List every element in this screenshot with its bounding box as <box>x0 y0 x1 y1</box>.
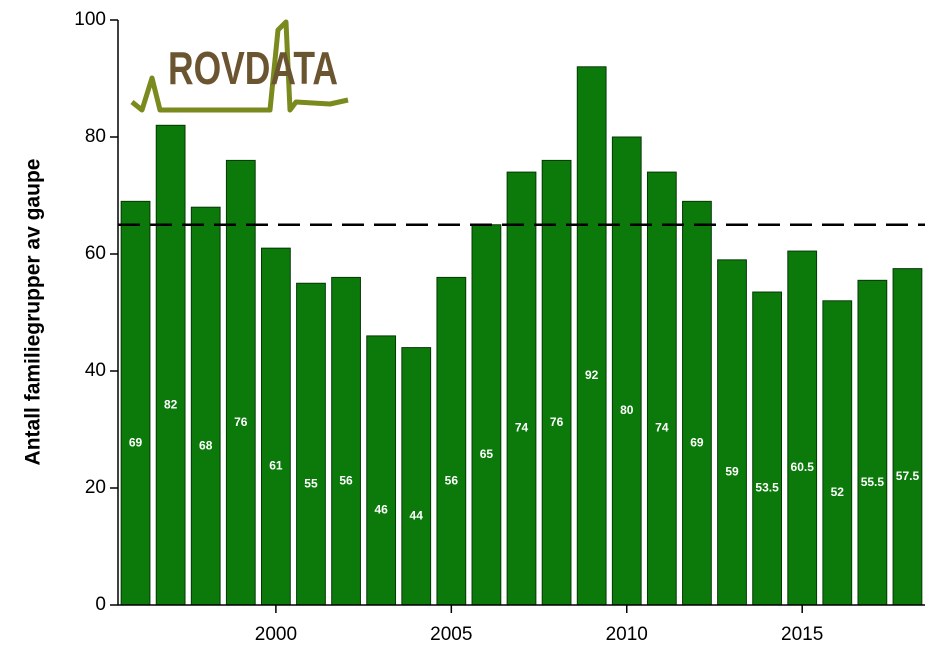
value-label: 65 <box>480 447 494 461</box>
value-label: 92 <box>585 368 599 382</box>
bar <box>752 291 782 606</box>
bar <box>506 171 537 606</box>
bar <box>576 66 607 606</box>
x-tick-label: 2005 <box>430 624 472 645</box>
logo-text: ROVDATA <box>168 42 338 94</box>
x-tick-label: 2015 <box>781 624 823 645</box>
value-label: 46 <box>374 503 388 517</box>
value-label: 57.5 <box>896 469 920 483</box>
bar <box>787 250 818 606</box>
value-label: 56 <box>445 473 459 487</box>
value-label: 59 <box>725 465 739 479</box>
bar <box>296 282 326 606</box>
bar <box>541 159 572 606</box>
value-label: 76 <box>550 415 564 429</box>
value-label: 53.5 <box>755 481 779 495</box>
value-label: 82 <box>164 397 178 411</box>
value-label: 55 <box>304 476 318 490</box>
value-label: 76 <box>234 415 248 429</box>
value-label: 74 <box>655 421 669 435</box>
y-tick-label: 0 <box>95 594 106 615</box>
value-label: 60.5 <box>791 460 815 474</box>
y-tick-label: 100 <box>74 9 106 30</box>
value-label: 69 <box>690 435 704 449</box>
logo-pulse <box>130 19 349 113</box>
value-label: 52 <box>831 485 845 499</box>
bar <box>225 159 256 606</box>
bar <box>611 136 642 606</box>
y-axis-label: Antall familiegrupper av gaupe <box>22 159 45 466</box>
value-label: 55.5 <box>861 475 885 489</box>
bar <box>471 224 502 606</box>
bar <box>646 171 677 606</box>
value-label: 69 <box>129 435 143 449</box>
value-label: 56 <box>339 473 353 487</box>
y-tick-label: 40 <box>85 360 106 381</box>
bar <box>857 279 888 606</box>
bar <box>401 347 432 606</box>
bar <box>366 335 397 606</box>
value-label: 74 <box>515 421 529 435</box>
bar <box>682 200 712 606</box>
bar <box>155 124 186 606</box>
value-label: 80 <box>620 403 634 417</box>
bar <box>892 268 923 606</box>
bar <box>261 247 291 606</box>
bar <box>436 276 467 606</box>
bar <box>822 300 853 606</box>
bar <box>331 276 361 606</box>
y-tick-label: 80 <box>85 126 106 147</box>
bar <box>120 200 151 606</box>
value-label: 61 <box>269 459 283 473</box>
x-tick-label: 2000 <box>255 624 297 645</box>
value-label: 68 <box>199 438 213 452</box>
value-label: 44 <box>410 508 424 522</box>
bar <box>717 259 747 606</box>
y-tick-label: 60 <box>85 243 106 264</box>
x-tick-label: 2010 <box>606 624 648 645</box>
bar <box>190 206 221 606</box>
y-tick-label: 20 <box>85 477 106 498</box>
